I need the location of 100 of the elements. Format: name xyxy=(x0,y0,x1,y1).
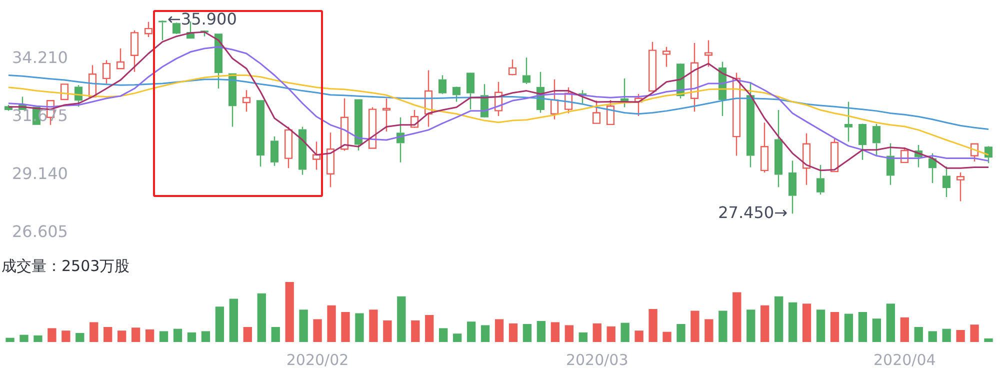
bar xyxy=(746,310,756,342)
bar xyxy=(313,319,322,342)
candlestick xyxy=(116,48,124,70)
bar xyxy=(802,304,812,342)
bar xyxy=(606,326,616,342)
candlestick xyxy=(158,20,166,41)
bar xyxy=(704,319,714,342)
bar xyxy=(830,312,840,342)
candlestick xyxy=(886,142,894,186)
candlestick xyxy=(858,124,866,160)
bar xyxy=(159,331,168,342)
bar xyxy=(369,310,378,342)
candlestick xyxy=(550,78,558,120)
bar xyxy=(76,333,84,342)
bar xyxy=(984,338,993,342)
bar xyxy=(676,324,686,342)
bar xyxy=(145,329,154,342)
bar xyxy=(271,327,280,342)
bar xyxy=(718,310,728,342)
candlestick xyxy=(746,82,754,168)
bar xyxy=(760,305,770,342)
bar xyxy=(928,331,937,342)
candlestick xyxy=(214,34,222,90)
bar xyxy=(90,322,98,342)
candlestick xyxy=(144,21,152,38)
candlestick xyxy=(690,42,698,112)
candlestick xyxy=(228,73,236,128)
bar xyxy=(592,323,602,342)
bar xyxy=(690,310,700,342)
bar xyxy=(383,320,392,342)
bar xyxy=(480,325,490,342)
bar xyxy=(508,323,518,342)
annotation: 27.450→ xyxy=(718,202,788,222)
candlestick xyxy=(732,72,740,156)
candlestick xyxy=(872,123,880,156)
x-tick-label: 2020/03 xyxy=(566,350,628,369)
bar xyxy=(956,330,965,342)
y-tick-label: 26.605 xyxy=(12,222,68,242)
bar xyxy=(942,328,951,342)
bar xyxy=(886,304,895,342)
bar xyxy=(439,328,448,342)
bar xyxy=(732,292,742,342)
candlestick xyxy=(508,58,516,76)
y-tick-label: 29.140 xyxy=(12,164,68,184)
candlestick xyxy=(760,122,768,174)
bar xyxy=(970,324,979,342)
bar xyxy=(48,328,56,342)
bar xyxy=(564,325,574,342)
candlestick xyxy=(312,140,320,170)
bar xyxy=(452,334,462,342)
candlestick xyxy=(774,109,782,188)
annotation: ←35.900 xyxy=(168,9,237,28)
candlestick xyxy=(802,132,810,186)
candlestick xyxy=(242,90,250,112)
bar xyxy=(816,310,826,342)
candlestick xyxy=(956,172,964,202)
bar xyxy=(215,306,224,342)
candlestick xyxy=(844,101,852,142)
bar xyxy=(844,314,854,342)
bar xyxy=(550,322,560,342)
candlestick xyxy=(634,93,642,117)
bar xyxy=(411,320,420,342)
bar xyxy=(299,310,308,342)
candlestick xyxy=(466,72,474,110)
candlestick xyxy=(564,86,572,114)
bar xyxy=(578,332,588,342)
candlestick xyxy=(592,100,600,124)
bar xyxy=(466,322,476,342)
candlestick xyxy=(284,126,292,169)
bar xyxy=(187,332,196,342)
candlestick xyxy=(662,46,670,68)
bar xyxy=(397,296,406,342)
bar xyxy=(131,328,140,342)
candlestick xyxy=(704,40,712,68)
bar xyxy=(634,330,644,342)
bar xyxy=(788,302,798,342)
bar xyxy=(522,324,532,342)
bar xyxy=(355,313,364,342)
bar xyxy=(104,327,112,342)
y-tick-label: 34.210 xyxy=(12,48,68,68)
bar xyxy=(425,315,434,342)
bar xyxy=(243,327,252,342)
bar xyxy=(662,332,672,342)
bar xyxy=(914,327,923,342)
candlestick xyxy=(382,98,390,132)
bar xyxy=(620,322,630,342)
x-tick-label: 2020/04 xyxy=(873,350,936,369)
bar xyxy=(20,334,28,342)
bar xyxy=(536,321,546,342)
chart-title: 成交量：2503万股 xyxy=(2,256,130,275)
bar xyxy=(118,330,126,342)
candlestick xyxy=(942,166,950,198)
candlestick xyxy=(326,132,334,188)
bar xyxy=(34,335,42,342)
candlestick xyxy=(494,81,502,117)
bar xyxy=(173,328,182,342)
bar xyxy=(648,309,658,342)
bar xyxy=(774,296,784,342)
bar xyxy=(62,330,70,342)
bar xyxy=(872,318,882,342)
